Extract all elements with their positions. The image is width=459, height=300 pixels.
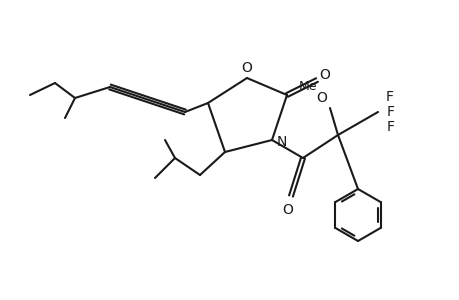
Text: F: F (386, 120, 394, 134)
Text: O: O (241, 61, 252, 75)
Text: F: F (386, 105, 394, 119)
Text: O: O (316, 91, 327, 105)
Text: Me: Me (298, 80, 317, 92)
Text: N: N (276, 135, 286, 149)
Text: O: O (282, 203, 293, 217)
Text: F: F (385, 90, 393, 104)
Text: O: O (319, 68, 330, 82)
